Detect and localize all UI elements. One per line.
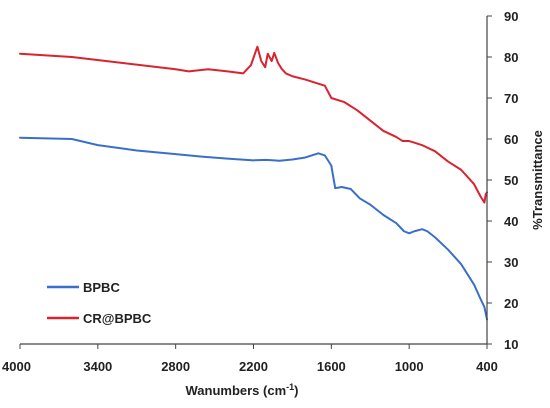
y-tick-label: 50 [504, 173, 518, 188]
y-tick-label: 80 [504, 50, 518, 65]
x-ticks: 4000 3400 2800 2200 1600 1000 400 [2, 344, 498, 374]
legend: BPBC CR@BPBC [47, 280, 152, 326]
y-ticks: 10 20 30 40 50 60 70 80 90 [487, 9, 518, 352]
y-tick-label: 70 [504, 91, 518, 106]
y-tick-label: 60 [504, 132, 518, 147]
y-axis-title: %Transmittance [530, 130, 545, 230]
x-tick-label: 2200 [239, 359, 268, 374]
x-tick-label: 2800 [161, 359, 190, 374]
series-line-bpbc [19, 136, 488, 321]
x-tick-label: 400 [476, 359, 498, 374]
x-tick-label: 3400 [83, 359, 112, 374]
y-tick-label: 20 [504, 296, 518, 311]
y-tick-label: 10 [504, 337, 518, 352]
legend-label: CR@BPBC [83, 311, 152, 326]
x-tick-label: 1000 [395, 359, 424, 374]
legend-label: BPBC [83, 280, 120, 295]
x-tick-label: 1600 [317, 359, 346, 374]
series-line-cr-bpbc [19, 45, 488, 204]
y-tick-label: 40 [504, 214, 518, 229]
y-tick-label: 30 [504, 255, 518, 270]
series-layer [19, 45, 488, 321]
x-axis-title: Wanumbers (cm-1) [185, 382, 298, 398]
y-tick-label: 90 [504, 9, 518, 24]
x-tick-label: 4000 [2, 359, 31, 374]
